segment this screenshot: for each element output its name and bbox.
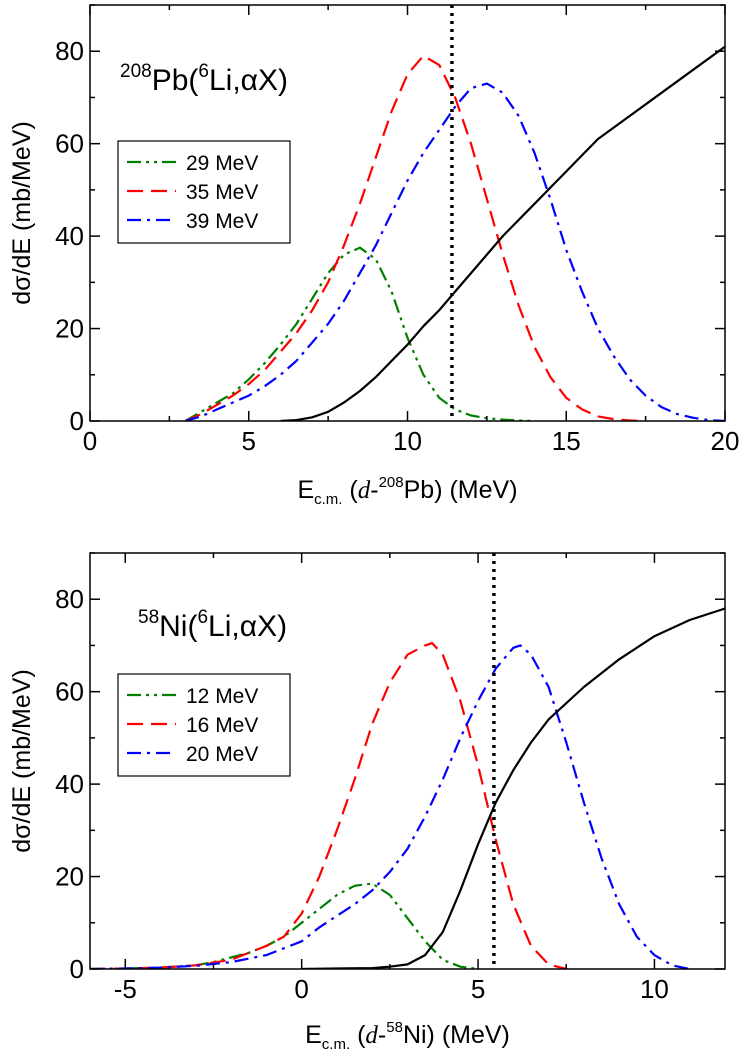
x-tick-label: 10 — [640, 974, 669, 1004]
reaction-annotation: 208Pb(6Li,αX) — [120, 61, 288, 97]
y-tick-label: 80 — [55, 36, 84, 66]
x-tick-label: 5 — [471, 974, 485, 1004]
legend-entry-label: 12 MeV — [186, 685, 258, 708]
x-tick-label: 5 — [242, 426, 256, 456]
reaction-annotation: 58Ni(6Li,αX) — [138, 607, 287, 643]
y-tick-label: 0 — [70, 954, 84, 984]
x-tick-label: 20 — [711, 426, 740, 456]
y-tick-label: 60 — [55, 129, 84, 159]
legend-entry-label: 29 MeV — [186, 152, 258, 175]
x-tick-label: -5 — [114, 974, 137, 1004]
y-tick-label: 40 — [55, 221, 84, 251]
y-tick-label: 20 — [55, 314, 84, 344]
x-tick-label: 10 — [393, 426, 422, 456]
legend-entry-label: 39 MeV — [186, 210, 258, 233]
x-tick-label: 15 — [552, 426, 581, 456]
legend: 29 MeV 35 MeV 39 MeV — [117, 140, 291, 244]
x-axis-title: Ec.m. (d-208Pb) (MeV) — [297, 474, 517, 508]
y-tick-label: 80 — [55, 584, 84, 614]
panel-bottom: -5 0 5 10 0 20 40 60 80 dσ/dE (mb/MeV) Ec.m. (d-58… — [8, 552, 726, 1053]
legend: 12 MeV 16 MeV 20 MeV — [117, 673, 291, 777]
plot-frame — [89, 552, 726, 970]
x-tick-label: 0 — [83, 426, 97, 456]
series-line-35-mev — [184, 54, 646, 421]
y-tick-label: 40 — [55, 769, 84, 799]
series-line-39-mev — [184, 82, 725, 421]
series-line-solid-black — [301, 607, 725, 969]
series-line-29-mev — [184, 246, 535, 421]
y-tick-label: 60 — [55, 677, 84, 707]
legend-entry-label: 35 MeV — [186, 181, 258, 204]
x-tick-label: 0 — [294, 974, 308, 1004]
series-line-12-mev — [90, 882, 479, 969]
y-tick-label: 20 — [55, 862, 84, 892]
x-axis-title: Ec.m. (d-58Ni) (MeV) — [305, 1019, 510, 1053]
series-line-20-mev — [90, 644, 690, 969]
legend-entry-label: 20 MeV — [186, 743, 258, 766]
panel-top: 0 5 10 15 20 0 20 40 60 80 dσ/dE (mb/MeV) Ec.m. (d-… — [8, 4, 740, 508]
legend-box — [117, 673, 291, 777]
legend-box — [117, 140, 291, 244]
y-axis-title: dσ/dE (mb/MeV) — [8, 669, 36, 853]
series-line-16-mev — [90, 641, 567, 969]
y-tick-label: 0 — [70, 406, 84, 436]
legend-entry-label: 16 MeV — [186, 714, 258, 737]
y-axis-title: dσ/dE (mb/MeV) — [8, 121, 36, 305]
series-line-solid-black — [280, 45, 725, 421]
